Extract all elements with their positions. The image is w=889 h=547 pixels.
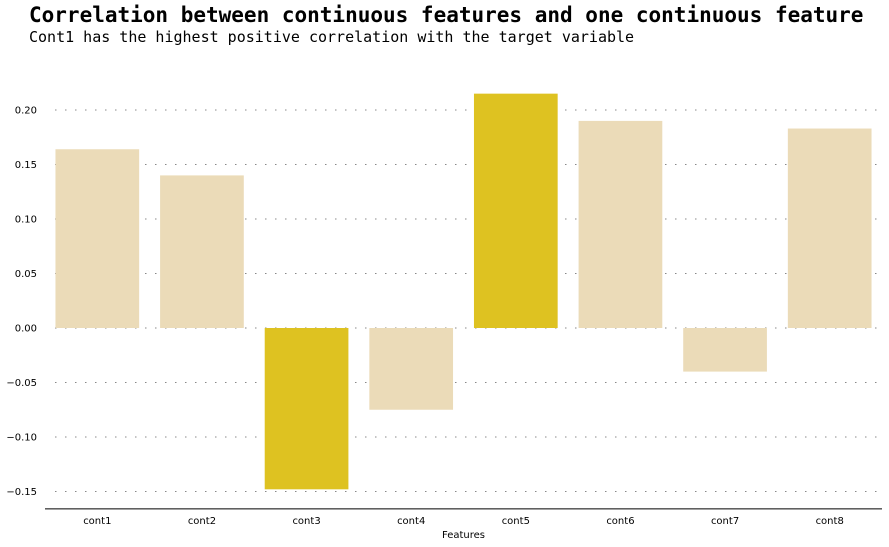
y-tick-label: 0.15 (15, 160, 37, 171)
x-axis-label: Features (442, 530, 485, 541)
bar-cont1 (55, 149, 140, 328)
bar-cont6 (578, 120, 663, 329)
y-tick-label: −0.15 (6, 487, 37, 498)
x-tick-label: cont2 (188, 516, 216, 527)
bar-cont8 (787, 128, 872, 328)
x-tick-label: cont3 (292, 516, 320, 527)
y-tick-label: −0.10 (6, 433, 37, 444)
bar-cont4 (369, 328, 454, 410)
y-tick-label: 0.10 (15, 215, 37, 226)
bar-cont2 (160, 175, 244, 328)
x-tick-labels: cont1 cont2 cont3 cont4 cont5 cont6 cont7 cont8 (83, 516, 844, 527)
bars (55, 93, 872, 490)
bar-cont7 (683, 328, 767, 372)
x-tick-label: cont6 (606, 516, 634, 527)
y-tick-label: 0.05 (15, 269, 37, 280)
chart-subtitle: Cont1 has the highest positive correlati… (29, 28, 635, 46)
x-tick-label: cont8 (816, 516, 844, 527)
bar-cont5 (473, 93, 558, 329)
x-tick-label: cont1 (83, 516, 111, 527)
x-tick-label: cont4 (397, 516, 425, 527)
chart-title: Correlation between continuous features … (29, 3, 864, 27)
y-tick-label: 0.00 (15, 324, 37, 335)
y-tick-label: −0.05 (6, 378, 37, 389)
bar-cont3 (264, 328, 349, 490)
x-tick-label: cont7 (711, 516, 739, 527)
x-tick-label: cont5 (502, 516, 530, 527)
y-tick-label: 0.20 (15, 106, 37, 117)
y-tick-labels: −0.15 −0.10 −0.05 0.00 0.05 0.10 0.15 0.20 (6, 106, 37, 499)
